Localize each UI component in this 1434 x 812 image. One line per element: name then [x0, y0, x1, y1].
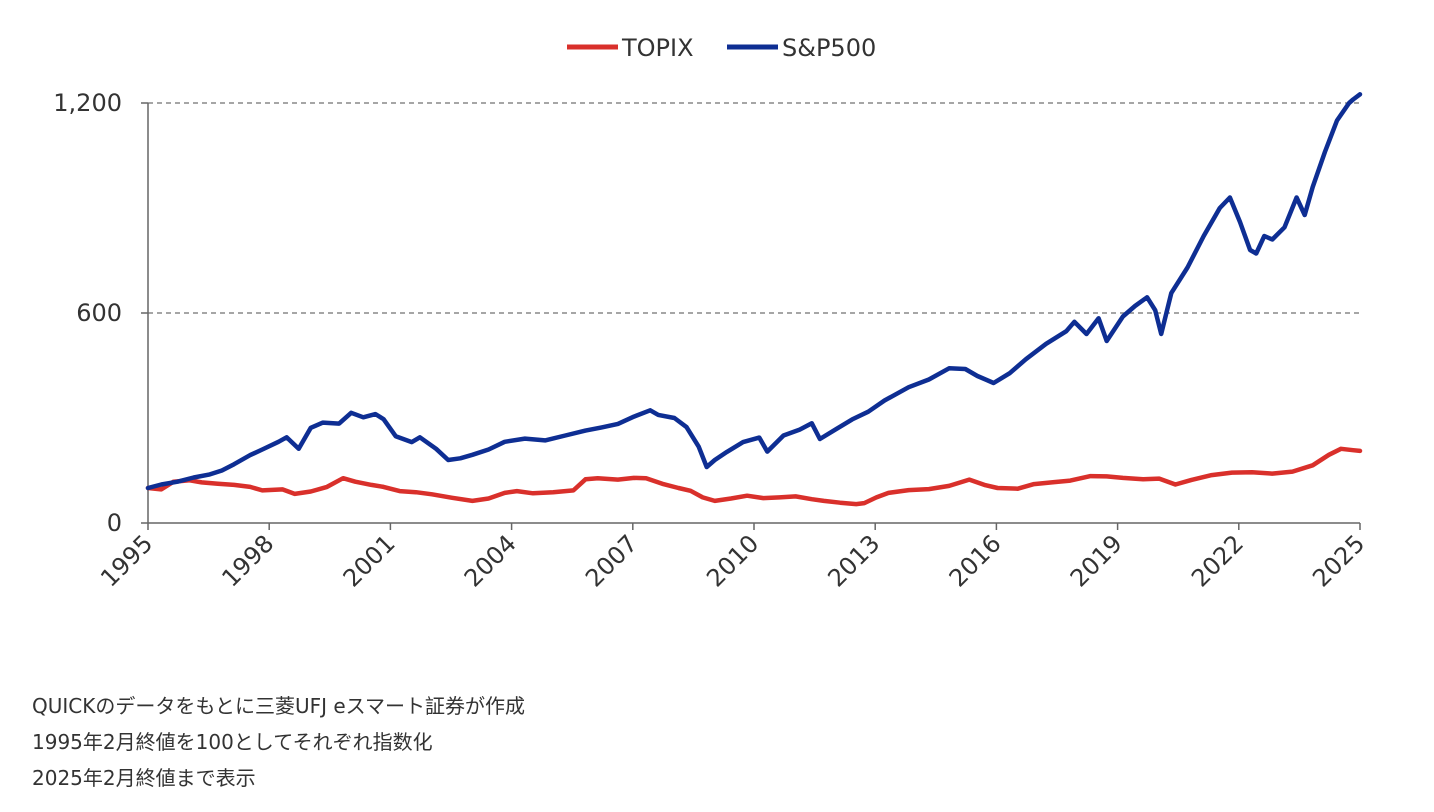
tick-labels: 0 600 1,200 1995 1998 2001 2004 2007 2010 2013 201…: [53, 89, 1370, 592]
legend-label-topix: TOPIX: [621, 34, 694, 62]
series-line-sp500: [145, 92, 1363, 491]
x-tick-label-5: 2010: [701, 529, 764, 592]
x-tick-label-0: 1995: [95, 529, 158, 592]
note-period: 2025年2月終値まで表示: [32, 766, 256, 790]
series-layer: [145, 92, 1363, 507]
y-tick-label-1: 600: [76, 299, 122, 327]
x-tick-label-7: 2016: [944, 529, 1007, 592]
x-tick-label-1: 1998: [216, 529, 279, 592]
note-index-basis: 1995年2月終値を100としてそれぞれ指数化: [32, 730, 433, 754]
x-tick-label-9: 2022: [1186, 529, 1249, 592]
y-tick-label-0: 0: [107, 509, 122, 537]
x-tick-label-10: 2025: [1307, 529, 1370, 592]
series-line-topix: [145, 446, 1363, 507]
x-tick-label-3: 2004: [459, 529, 522, 592]
chart-legend: TOPIX S&P500: [567, 34, 876, 62]
source-notes: QUICKのデータをもとに三菱UFJ eスマート証券が作成 1995年2月終値を…: [32, 688, 525, 796]
x-tick-label-4: 2007: [580, 529, 643, 592]
line-chart: TOPIX S&P500 0 600 1,200 1995 1998 2001 2004 20…: [53, 34, 1370, 592]
x-tick-label-6: 2013: [822, 529, 885, 592]
note-source: QUICKのデータをもとに三菱UFJ eスマート証券が作成: [32, 694, 526, 718]
x-tick-label-2: 2001: [338, 529, 401, 592]
legend-label-sp500: S&P500: [782, 34, 876, 62]
x-tick-label-8: 2019: [1065, 529, 1128, 592]
axes: [141, 102, 1361, 530]
y-tick-label-2: 1,200: [53, 89, 122, 117]
